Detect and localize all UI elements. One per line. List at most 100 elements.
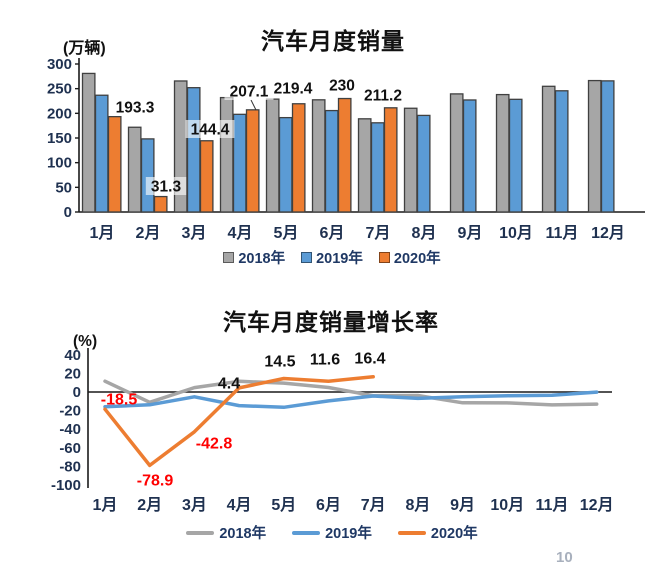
x-tick-label: 9月 (450, 496, 475, 514)
x-tick-label: 3月 (182, 496, 207, 514)
y-tick-label: 300 (47, 56, 72, 73)
y-tick-label: 0 (64, 204, 72, 221)
bar-2019年-5月 (278, 116, 293, 213)
data-label: 31.3 (151, 179, 182, 196)
label-leader-line (250, 99, 257, 111)
legend-label: 2020年 (393, 251, 441, 267)
x-tick-label: 12月 (591, 224, 625, 242)
data-label: 11.6 (310, 352, 340, 369)
sales-chart-legend: 2018年 2019年 2020年 (0, 247, 652, 268)
x-tick-label: 1月 (93, 496, 118, 514)
x-tick-label: 11月 (546, 224, 579, 242)
bar-2020年-4月 (245, 109, 260, 213)
data-label-bg (326, 76, 358, 94)
x-tick-label: 8月 (405, 496, 430, 514)
data-label: -42.8 (196, 436, 233, 453)
y-tick-label: -100 (51, 477, 81, 494)
bar-2019年-4月 (232, 113, 247, 213)
y-tick-label: 200 (47, 105, 72, 122)
line-2018年 (103, 379, 599, 407)
data-label-bg (110, 98, 160, 116)
bar-2020年-1月 (107, 115, 122, 213)
bar-2019年-1月 (94, 94, 109, 213)
bar-2018年-1月 (81, 72, 96, 213)
bar-2020年-3月 (199, 140, 214, 213)
legend-label: 2018年 (219, 526, 267, 542)
x-tick-label: 4月 (228, 224, 253, 242)
legend-swatch (223, 252, 235, 263)
legend-item-2019年: 2019年 (292, 522, 372, 543)
x-tick-label: 3月 (182, 224, 207, 242)
growth-chart-title: 汽车月度销量增长率 (223, 309, 439, 335)
y-tick-label: 0 (73, 384, 81, 401)
bar-2018年-12月 (587, 79, 602, 213)
x-tick-label: 2月 (137, 496, 162, 514)
x-tick-label: 5月 (271, 496, 296, 514)
bar-2019年-6月 (324, 109, 339, 213)
bar-2018年-7月 (357, 118, 372, 213)
y-tick-label: 50 (55, 179, 72, 196)
x-tick-label: 6月 (316, 496, 341, 514)
data-label: -18.5 (101, 392, 138, 409)
data-label: 4.4 (218, 376, 240, 393)
x-tick-label: 7月 (366, 224, 391, 242)
data-label-bg (145, 177, 187, 195)
line-2019年 (103, 390, 599, 410)
y-tick-label: 250 (47, 81, 72, 98)
page-number: 10 (556, 549, 573, 565)
x-tick-label: 9月 (458, 224, 483, 242)
x-tick-label: 1月 (90, 224, 115, 242)
legend-label: 2019年 (316, 251, 363, 267)
y-tick-label: -40 (59, 421, 81, 438)
bar-2019年-3月 (186, 87, 201, 213)
y-tick-label: -80 (59, 458, 81, 475)
data-label-bg (224, 82, 274, 100)
legend-item-2018年: 2018年 (223, 247, 285, 268)
bar-2020年-7月 (383, 107, 398, 213)
bar-2018年-4月 (219, 96, 234, 213)
bar-2019年-7月 (370, 122, 385, 213)
legend-item-2020年: 2020年 (378, 247, 441, 268)
y-tick-label: 150 (47, 130, 72, 147)
legend-label: 2019年 (325, 526, 372, 542)
legend-item-2018年: 2018年 (186, 522, 266, 543)
x-tick-label: 10月 (490, 496, 524, 514)
bar-2020年-5月 (291, 103, 306, 213)
legend-label: 2018年 (238, 251, 286, 267)
data-label: 207.1 (230, 84, 269, 101)
line-2020年 (103, 374, 375, 468)
x-tick-label: 4月 (227, 496, 252, 514)
legend-swatch (186, 530, 215, 535)
data-label: 16.4 (354, 351, 385, 368)
growth-chart-legend: 2018年 2019年 2020年 (0, 522, 652, 543)
bar-2019年-10月 (508, 98, 523, 213)
bar-2019年-2月 (140, 138, 155, 213)
legend-label: 2020年 (430, 526, 478, 542)
bar-2018年-8月 (403, 107, 418, 213)
x-tick-label: 11月 (536, 496, 569, 514)
bar-2019年-11月 (554, 90, 569, 213)
legend-swatch (378, 252, 390, 263)
sales-bar-chart: 300 250 200 150 100 50 0 1月 2月 3月 4月 5月 6月 7月 8月 9月 10月 1… (47, 56, 645, 242)
x-tick-label: 10月 (499, 224, 533, 242)
growth-chart-unit-label: (%) (73, 333, 98, 350)
data-label: 144.4 (191, 122, 230, 139)
bar-2018年-10月 (495, 93, 510, 213)
data-label-bg (358, 86, 408, 104)
data-label: 219.4 (274, 81, 313, 98)
x-tick-label: 7月 (361, 496, 386, 514)
data-label-bg (185, 120, 235, 138)
x-tick-label: 12月 (580, 496, 614, 514)
data-label: 230 (329, 78, 355, 95)
x-tick-label: 2月 (136, 224, 161, 242)
bar-2018年-11月 (541, 85, 556, 213)
legend-swatch (292, 530, 321, 535)
bar-2018年-6月 (311, 99, 326, 213)
x-tick-label: 8月 (412, 224, 437, 242)
bar-2020年-2月 (153, 195, 168, 213)
bar-2019年-8月 (416, 114, 431, 213)
bar-2018年-9月 (449, 93, 464, 213)
data-label: 211.2 (364, 88, 402, 105)
